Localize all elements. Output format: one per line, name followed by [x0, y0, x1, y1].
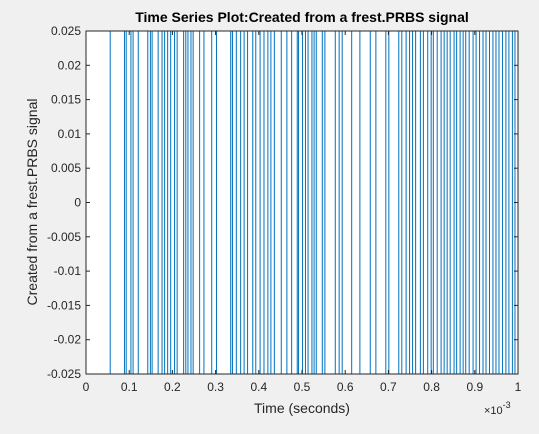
y-tick-label: 0 [74, 196, 81, 210]
x-tick-label: 0.7 [380, 380, 397, 394]
x-tick-label: 0.3 [207, 380, 224, 394]
x-axis: 0 0.1 0.2 0.3 0.4 0.5 0.6 0.7 0.8 0.9 1 [83, 31, 522, 394]
y-tick-label: 0.005 [51, 161, 81, 175]
x-tick-label: 0 [83, 380, 90, 394]
y-tick-label: -0.025 [47, 367, 81, 381]
x-tick-label: 0.8 [423, 380, 440, 394]
y-tick-label: 0.02 [58, 58, 82, 72]
y-tick-label: -0.015 [47, 298, 81, 312]
y-tick-label: -0.02 [54, 333, 82, 347]
x-axis-label: Time (seconds) [254, 400, 350, 416]
x-tick-label: 0.1 [121, 380, 138, 394]
y-tick-label: 0.025 [51, 24, 81, 38]
x-tick-label: 0.6 [337, 380, 354, 394]
x-tick-label: 0.9 [466, 380, 483, 394]
x-axis-exponent: ×10-3 [484, 400, 511, 417]
x-tick-label: 0.2 [164, 380, 181, 394]
y-tick-label: -0.005 [47, 230, 81, 244]
x-tick-label: 0.5 [294, 380, 311, 394]
x-tick-label: 0.4 [250, 380, 267, 394]
y-axis-label: Created from a frest.PRBS signal [24, 99, 40, 306]
y-tick-label: 0.01 [58, 127, 82, 141]
y-axis: -0.025 -0.02 -0.015 -0.01 -0.005 0 0.005 0.01 0.… [47, 24, 518, 381]
x-tick-label: 1 [515, 380, 522, 394]
y-tick-label: -0.01 [54, 264, 82, 278]
y-tick-label: 0.015 [51, 93, 81, 107]
chart-title: Time Series Plot:Created from a frest.PR… [135, 9, 469, 25]
